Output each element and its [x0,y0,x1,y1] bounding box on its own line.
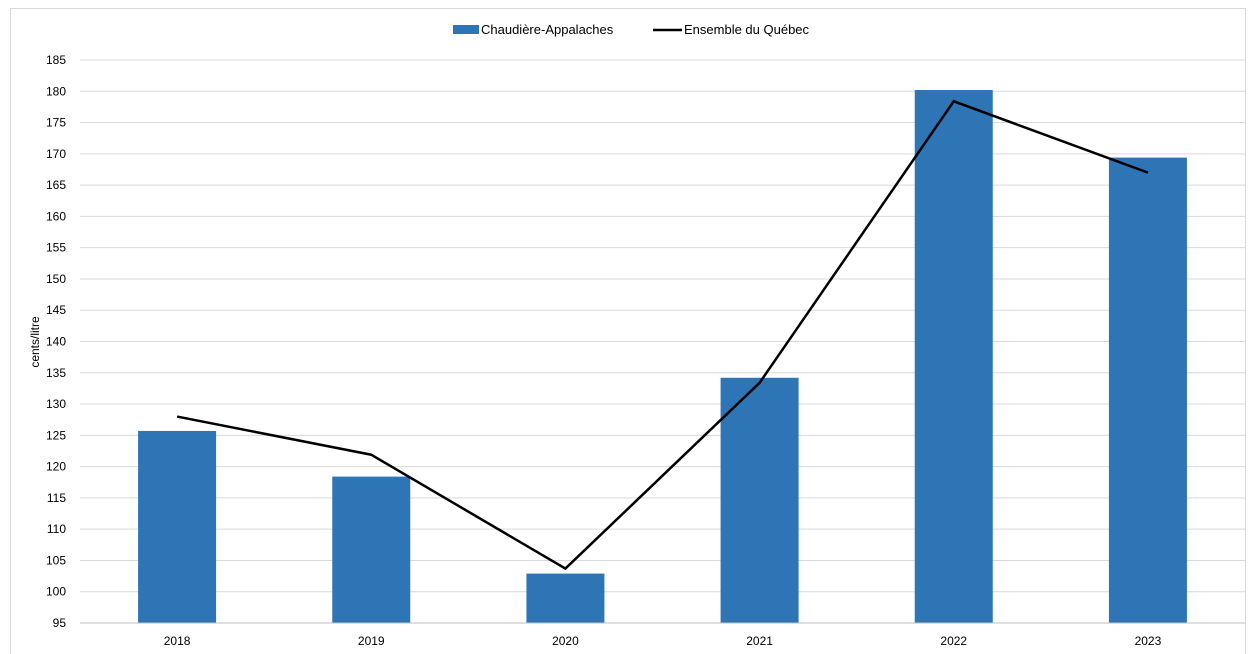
x-axis-tick-labels: 2018 2019 2020 2021 2022 2023 [164,634,1162,648]
line-ensemble-du-quebec [176,99,1149,571]
y-tick-label: 125 [46,428,66,442]
x-tick-label: 2018 [164,634,191,648]
x-tick-label: 2023 [1135,634,1162,648]
x-tick-label: 2020 [552,634,579,648]
bar-2022 [914,90,993,623]
y-tick-label: 110 [47,522,66,536]
y-tick-label: 100 [46,585,66,599]
y-tick-label: 145 [46,303,66,317]
y-tick-label: 140 [46,335,66,349]
bar-2020 [526,573,605,623]
y-tick-label: 105 [46,553,66,567]
x-tick-label: 2021 [746,634,773,648]
bar-2019 [332,476,411,623]
line-series [176,99,1149,571]
y-tick-label: 180 [46,84,66,98]
x-tick-label: 2022 [940,634,967,648]
y-tick-label: 120 [46,460,66,474]
y-tick-label: 175 [46,116,66,130]
bar-2021 [720,377,799,623]
bar-series [138,90,1187,623]
y-tick-label: 170 [46,147,66,161]
y-tick-label: 155 [46,241,66,255]
y-tick-label: 130 [46,397,66,411]
y-axis-title: cents/litre [28,316,42,368]
x-tick-label: 2019 [358,634,385,648]
y-tick-label: 165 [46,178,66,192]
y-tick-label: 95 [53,616,67,630]
y-axis-tick-labels: 95 100 105 110 115 120 125 130 135 140 145 150 155 16… [46,53,66,630]
legend-swatch-bar [453,25,479,34]
legend-label-bar: Chaudière-Appalaches [481,22,614,37]
y-tick-label: 150 [46,272,66,286]
y-tick-label: 115 [47,491,66,505]
gridlines [80,59,1245,593]
y-tick-label: 160 [46,209,66,223]
legend-label-line: Ensemble du Québec [684,22,810,37]
legend: Chaudière-Appalaches Ensemble du Québec [453,22,810,37]
bar-2018 [138,430,217,623]
y-tick-label: 185 [46,53,66,67]
bar-2023 [1108,157,1187,623]
y-tick-label: 135 [46,366,66,380]
